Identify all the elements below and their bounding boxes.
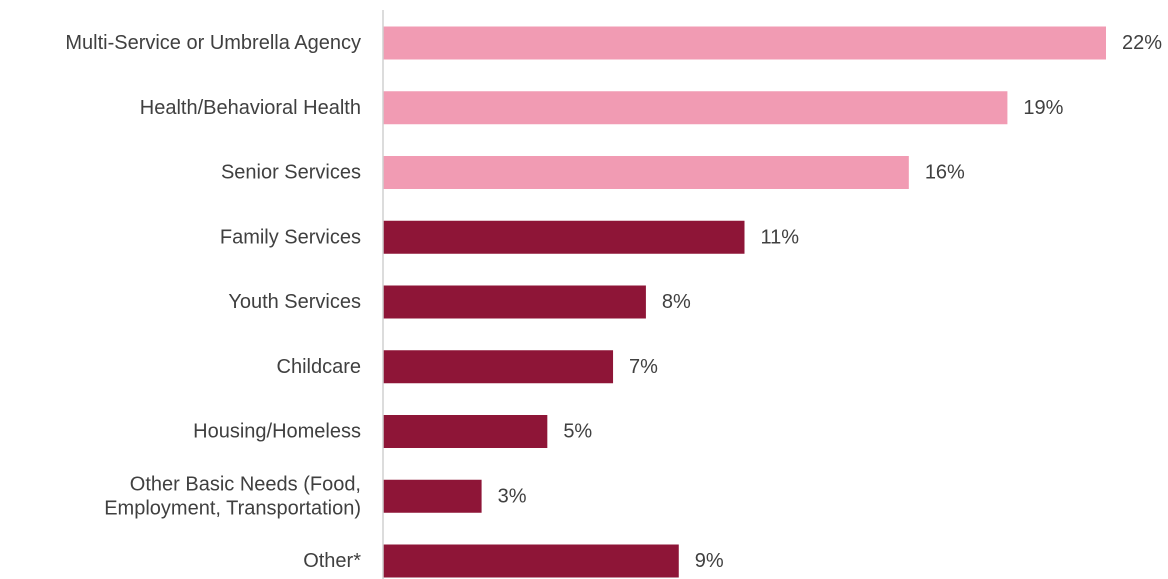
value-label-3: 16% [925, 162, 965, 184]
category-label-line: Other Basic Needs (Food, [130, 473, 361, 495]
category-label-line: Other* [303, 550, 361, 572]
bar-6 [383, 350, 614, 384]
bar-9 [383, 544, 679, 578]
category-label-7: Housing/Homeless [193, 421, 361, 443]
value-label-9: 9% [695, 550, 724, 572]
value-label-5: 8% [662, 291, 691, 313]
category-label-line: Youth Services [228, 291, 361, 313]
category-label-5: Youth Services [228, 291, 361, 313]
value-label-4: 11% [761, 226, 800, 248]
category-label-6: Childcare [277, 356, 361, 378]
value-label-2: 19% [1023, 97, 1063, 119]
category-label-line: Housing/Homeless [193, 421, 361, 443]
bar-8 [383, 479, 482, 513]
category-label-line: Employment, Transportation) [104, 497, 361, 519]
category-label-line: Multi-Service or Umbrella Agency [65, 32, 361, 54]
bars-group [383, 26, 1106, 578]
bar-2 [383, 91, 1008, 125]
value-labels-group: 22% 19% 16% 11% 8% 7% 5% 3% 9% [498, 32, 1163, 572]
category-label-8: Other Basic Needs (Food, Employment, Tran… [104, 473, 361, 519]
category-label-9: Other* [303, 550, 361, 572]
category-label-line: Health/Behavioral Health [140, 97, 361, 119]
bar-7 [383, 415, 548, 448]
category-label-line: Senior Services [221, 162, 361, 184]
bar-1 [383, 26, 1106, 60]
category-label-line: Family Services [220, 226, 361, 248]
bar-5 [383, 285, 646, 319]
bar-4 [383, 220, 745, 254]
category-label-3: Senior Services [221, 162, 361, 184]
value-label-1: 22% [1122, 32, 1162, 54]
value-label-6: 7% [629, 356, 658, 378]
value-label-7: 5% [563, 421, 592, 443]
category-label-line: Childcare [277, 356, 361, 378]
category-label-4: Family Services [220, 226, 361, 248]
category-label-1: Multi-Service or Umbrella Agency [65, 32, 361, 54]
category-label-2: Health/Behavioral Health [140, 97, 361, 119]
category-labels-group: Multi-Service or Umbrella Agency Health/B… [65, 32, 361, 572]
value-label-8: 3% [498, 485, 527, 507]
bar-3 [383, 156, 909, 189]
